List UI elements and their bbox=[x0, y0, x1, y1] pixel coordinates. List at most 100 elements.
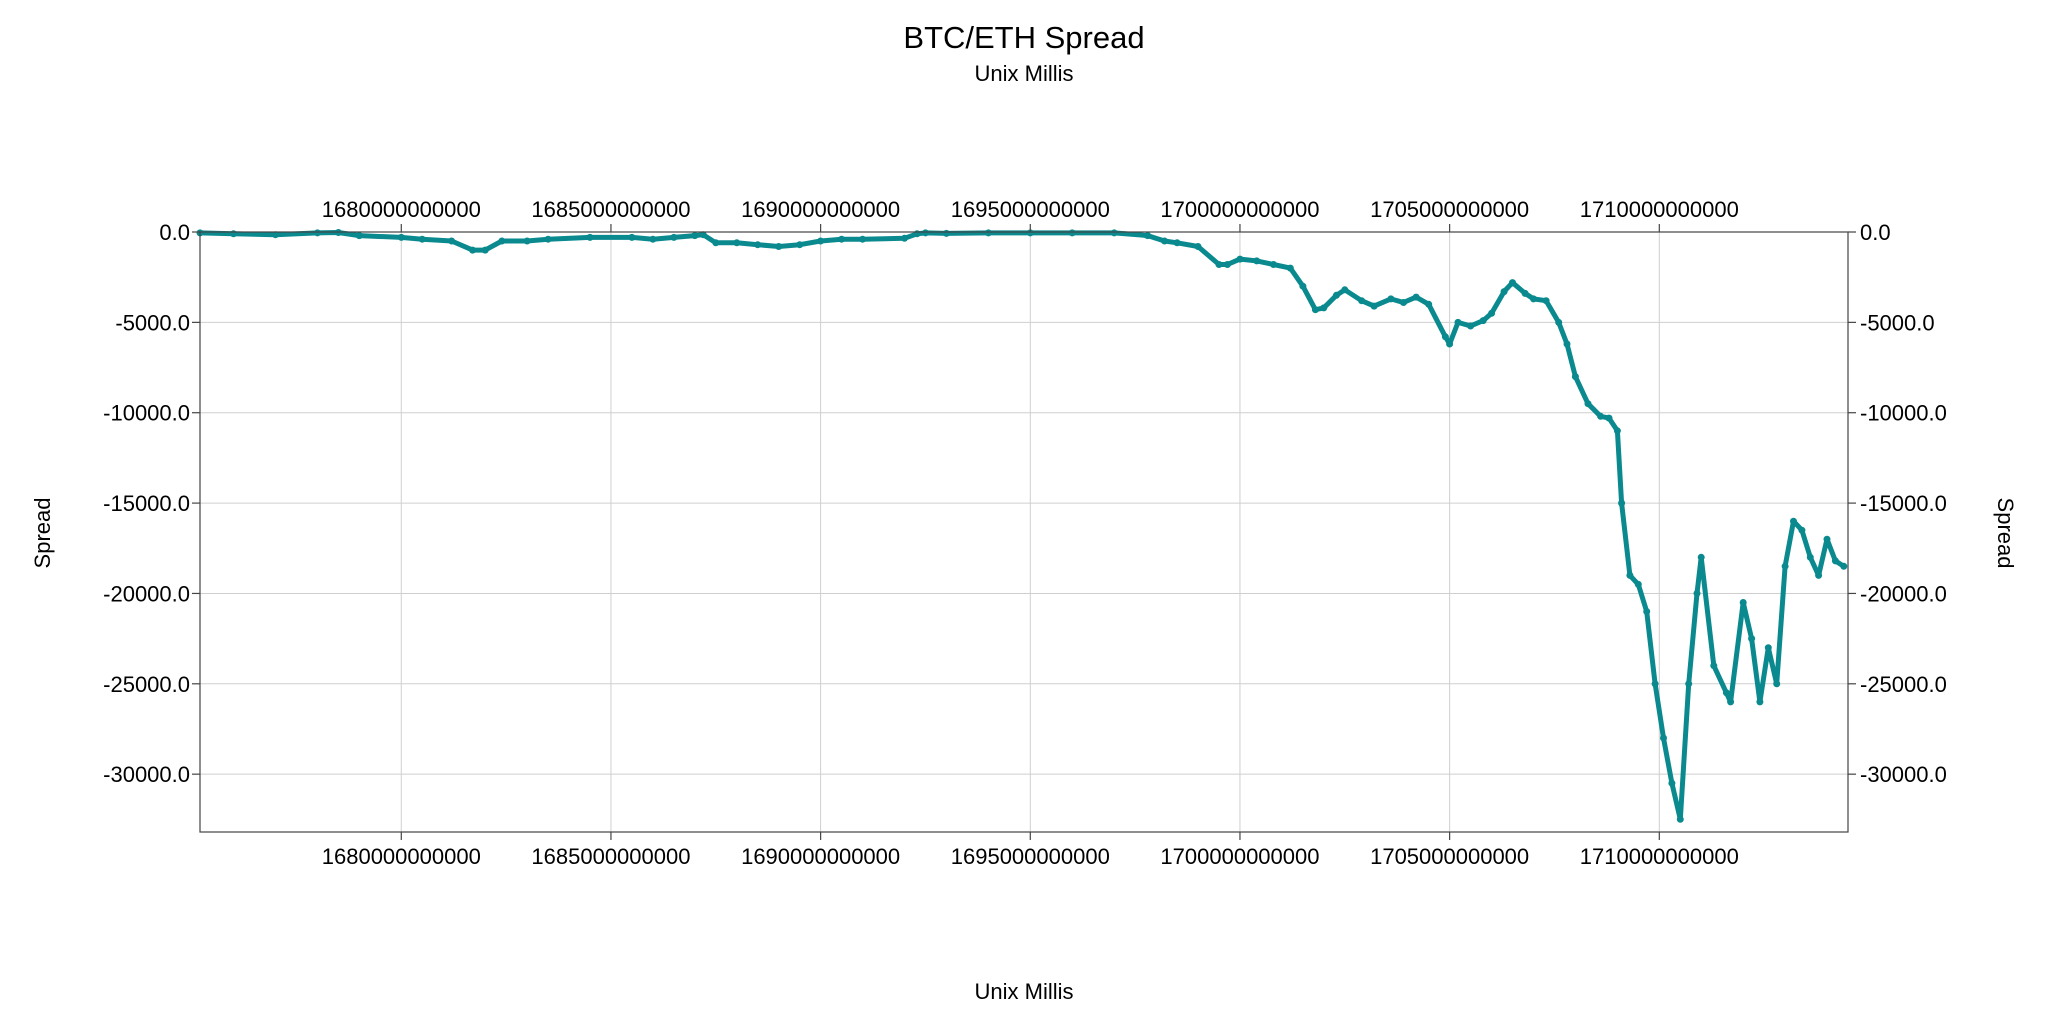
data-point bbox=[817, 237, 825, 245]
data-point bbox=[712, 239, 720, 247]
data-point bbox=[1441, 333, 1449, 341]
data-point bbox=[1823, 535, 1831, 543]
y-tick-label-right: 0.0 bbox=[1860, 220, 1891, 245]
data-point bbox=[1660, 734, 1667, 742]
data-point bbox=[796, 241, 804, 249]
data-point bbox=[1299, 282, 1307, 290]
data-point bbox=[1144, 232, 1152, 240]
data-point bbox=[1697, 553, 1705, 561]
data-point bbox=[1563, 340, 1571, 348]
data-point bbox=[628, 233, 636, 241]
data-point bbox=[1618, 499, 1626, 507]
data-point bbox=[523, 237, 531, 245]
data-point bbox=[1815, 571, 1823, 579]
data-point bbox=[733, 239, 741, 247]
x-tick-label-bottom: 1705000000000 bbox=[1370, 844, 1529, 869]
y-tick-label-left: -10000.0 bbox=[103, 401, 190, 426]
x-tick-label-bottom: 1680000000000 bbox=[322, 844, 481, 869]
grid bbox=[200, 231, 1848, 832]
data-point bbox=[1727, 698, 1735, 706]
data-point bbox=[1773, 680, 1781, 688]
data-point bbox=[1626, 571, 1634, 579]
data-point bbox=[1194, 243, 1202, 250]
x-tick-label-bottom: 1710000000000 bbox=[1580, 844, 1739, 869]
data-point bbox=[670, 233, 678, 241]
data-point bbox=[1605, 414, 1613, 422]
y-tick-label-right: -20000.0 bbox=[1860, 581, 1947, 606]
y-tick-label-left: -5000.0 bbox=[115, 310, 190, 335]
data-point bbox=[1412, 293, 1420, 301]
x-tick-label-top: 1690000000000 bbox=[741, 197, 900, 222]
data-point bbox=[754, 241, 762, 249]
data-point bbox=[1643, 608, 1651, 615]
data-point bbox=[1161, 237, 1168, 245]
data-point bbox=[691, 232, 699, 240]
data-point bbox=[1806, 553, 1814, 561]
data-point bbox=[1584, 400, 1592, 408]
data-point bbox=[699, 231, 707, 239]
data-point bbox=[1425, 300, 1433, 308]
x-tick-label-top: 1695000000000 bbox=[951, 197, 1110, 222]
data-point bbox=[230, 230, 237, 238]
data-point bbox=[1840, 562, 1848, 570]
x-tick-label-top: 1680000000000 bbox=[322, 197, 481, 222]
data-point bbox=[1634, 580, 1642, 588]
data-point bbox=[355, 232, 363, 240]
x-tick-label-top: 1685000000000 bbox=[531, 197, 690, 222]
data-point bbox=[1710, 662, 1718, 670]
data-point bbox=[1332, 291, 1340, 299]
data-point bbox=[418, 235, 426, 243]
chart-title: BTC/ETH Spread bbox=[903, 20, 1144, 55]
y-tick-label-right: -30000.0 bbox=[1860, 762, 1947, 787]
data-point bbox=[469, 246, 477, 254]
data-point bbox=[922, 229, 929, 237]
data-point bbox=[859, 235, 867, 243]
data-point bbox=[1236, 255, 1244, 263]
data-point bbox=[1571, 373, 1579, 381]
data-point bbox=[1370, 302, 1378, 310]
data-point bbox=[1555, 318, 1563, 326]
x-tick-label-bottom: 1690000000000 bbox=[741, 844, 900, 869]
data-point bbox=[1215, 261, 1223, 268]
data-point bbox=[1764, 644, 1772, 652]
y-tick-label-right: -5000.0 bbox=[1860, 310, 1935, 335]
data-point bbox=[1110, 229, 1118, 237]
data-point bbox=[1693, 589, 1701, 597]
data-point bbox=[1831, 557, 1839, 565]
data-point bbox=[942, 229, 950, 237]
data-point bbox=[498, 237, 506, 245]
x-tick-label-bottom: 1700000000000 bbox=[1160, 844, 1319, 869]
data-point bbox=[901, 234, 908, 242]
data-point bbox=[1781, 562, 1789, 570]
data-point bbox=[1722, 689, 1730, 697]
x-tick-label-top: 1710000000000 bbox=[1580, 197, 1739, 222]
data-point bbox=[1454, 318, 1462, 326]
data-point bbox=[1509, 279, 1516, 287]
data-point bbox=[1286, 264, 1294, 272]
data-point bbox=[1341, 286, 1349, 294]
y-tick-label-left: -25000.0 bbox=[103, 672, 190, 697]
data-point bbox=[1270, 261, 1277, 268]
data-point bbox=[1387, 295, 1395, 303]
data-point bbox=[586, 233, 594, 241]
x-tick-label-bottom: 1695000000000 bbox=[951, 844, 1110, 869]
y-tick-label-right: -15000.0 bbox=[1860, 491, 1947, 516]
x-tick-label-top: 1705000000000 bbox=[1370, 197, 1529, 222]
data-point bbox=[1311, 306, 1319, 314]
y-tick-label-left: -15000.0 bbox=[103, 491, 190, 516]
data-point bbox=[1685, 680, 1693, 688]
data-point bbox=[1320, 304, 1328, 312]
data-point bbox=[1739, 599, 1747, 606]
data-series bbox=[196, 229, 1848, 823]
data-point bbox=[1521, 289, 1529, 297]
data-point bbox=[1488, 309, 1496, 317]
data-point bbox=[1026, 229, 1034, 237]
chart-subtitle: Unix Millis bbox=[975, 61, 1074, 86]
data-point bbox=[1651, 680, 1659, 688]
data-point bbox=[1173, 239, 1181, 247]
data-point bbox=[1798, 526, 1806, 534]
data-point bbox=[1597, 412, 1605, 420]
data-point bbox=[1223, 261, 1231, 268]
series-line bbox=[197, 230, 1847, 822]
